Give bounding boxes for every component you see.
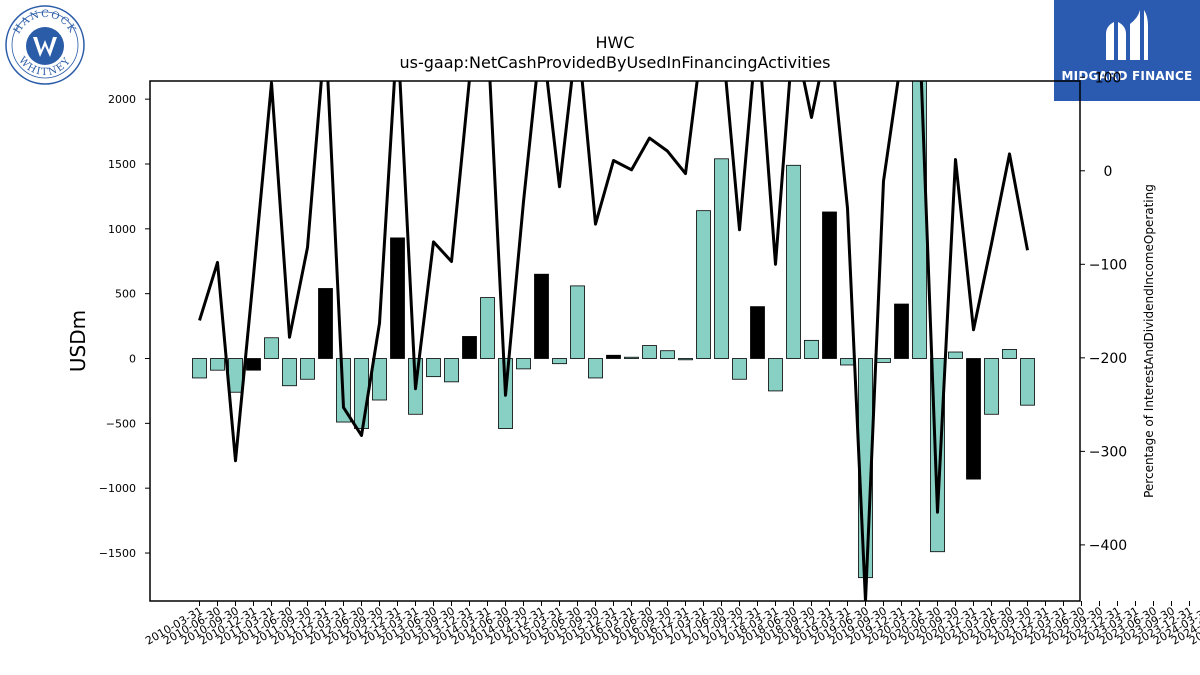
- bar-31: [750, 306, 765, 359]
- bar-25: [642, 345, 657, 359]
- bar-20: [552, 358, 567, 365]
- bar-38: [876, 358, 891, 363]
- y2-axis-label: Percentage of InterestAndDividendIncomeO…: [1142, 184, 1156, 498]
- line-series: [198, 81, 1029, 601]
- bar-33: [786, 164, 801, 359]
- y2-tick-label: −400: [1089, 538, 1127, 554]
- bar-18: [516, 358, 531, 370]
- bar-26: [660, 350, 675, 359]
- y-axis-label: USDm: [66, 310, 90, 372]
- hancock-whitney-logo: HANCOCK WHITNEY: [4, 4, 86, 86]
- bar-2: [228, 358, 243, 393]
- y2-tick-label: −100: [1089, 257, 1127, 273]
- bar-10: [372, 358, 387, 401]
- y2-tick-label: −300: [1089, 444, 1127, 460]
- y-axis: −1500 −1000 −500 0 500 1000 1500 2000: [99, 93, 150, 560]
- bar-5: [282, 358, 297, 387]
- y2-tick-label: 100: [1095, 70, 1122, 86]
- bar-29: [714, 158, 729, 359]
- y-tick-label: 500: [115, 288, 136, 301]
- x-axis: 2010-03-312010-06-302010-09-302010-12-31…: [143, 601, 1200, 648]
- y-tick-label: 2000: [108, 93, 136, 106]
- bar-36: [840, 358, 855, 366]
- bar-19: [534, 273, 549, 359]
- bar-46: [1020, 358, 1035, 406]
- line-path: [198, 81, 1029, 601]
- bar-28: [696, 210, 711, 359]
- plot-frame: [149, 80, 1081, 602]
- bar-3: [246, 358, 261, 371]
- bar-4: [264, 337, 279, 359]
- bar-16: [480, 297, 495, 359]
- bar-24: [624, 356, 639, 359]
- bar-0: [192, 358, 207, 379]
- bar-1: [210, 358, 225, 371]
- y2-tick-label: −200: [1089, 351, 1127, 367]
- bar-27: [678, 358, 693, 361]
- y-tick-label: −1000: [99, 482, 136, 495]
- midgard-finance-logo: MIDGARD FINANCE: [1054, 0, 1200, 101]
- bar-series: [192, 80, 1035, 579]
- bar-45: [1002, 349, 1017, 359]
- y2-tick-label: 0: [1104, 164, 1113, 180]
- bar-34: [804, 339, 819, 359]
- bar-6: [300, 358, 315, 380]
- bar-13: [426, 358, 441, 378]
- y-tick-label: 0: [129, 353, 136, 366]
- bar-15: [462, 336, 477, 359]
- bar-14: [444, 358, 459, 383]
- bar-22: [588, 358, 603, 379]
- bar-43: [966, 358, 981, 480]
- bar-7: [318, 288, 333, 359]
- y-tick-label: −500: [106, 417, 136, 430]
- bar-23: [606, 354, 621, 359]
- bar-35: [822, 211, 837, 359]
- y-tick-label: 1000: [108, 223, 136, 236]
- bar-39: [894, 303, 909, 359]
- bar-11: [390, 237, 405, 359]
- y-tick-label: −1500: [99, 547, 136, 560]
- bar-9: [354, 358, 369, 429]
- midgard-logo-text: MIDGARD FINANCE: [1061, 69, 1193, 83]
- chart-subtitle: us-gaap:NetCashProvidedByUsedInFinancing…: [399, 53, 830, 72]
- bar-21: [570, 285, 585, 359]
- chart-title: HWC: [595, 33, 634, 52]
- bar-42: [948, 351, 963, 359]
- y-tick-label: 1500: [108, 158, 136, 171]
- bar-30: [732, 358, 747, 380]
- bar-32: [768, 358, 783, 392]
- bar-44: [984, 358, 999, 415]
- y2-axis: −400 −300 −200 −100 0 100: [1080, 70, 1127, 554]
